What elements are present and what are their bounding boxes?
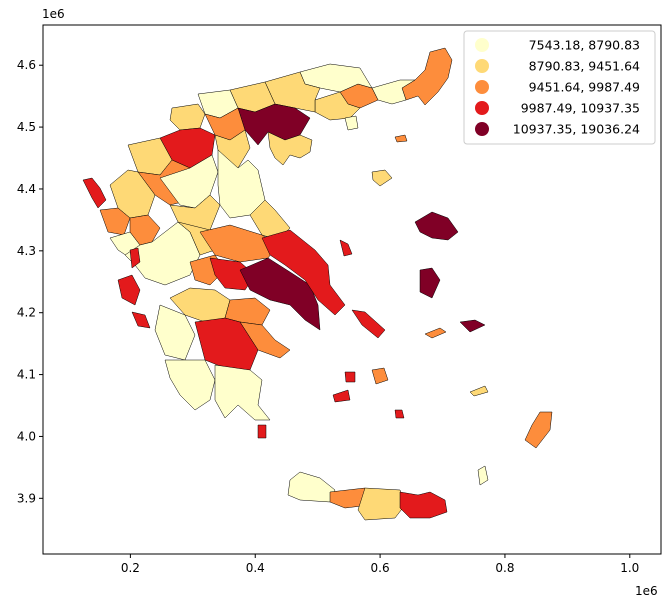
y-tick-label: 4.1 — [17, 368, 36, 382]
legend-label: 9987.49, 10937.35 — [521, 101, 640, 116]
y-tick-label: 4.4 — [17, 182, 36, 196]
map-regions — [82, 47, 553, 521]
x-axis: 0.2 0.4 0.6 0.8 1.0 — [121, 554, 639, 575]
island-ikaria — [424, 327, 447, 339]
island-rhodes — [524, 411, 553, 449]
legend-label: 7543.18, 8790.83 — [529, 38, 640, 53]
y-axis-exponent: 1e6 — [42, 7, 65, 21]
legend: 7543.18, 8790.83 8790.83, 9451.64 9451.64,… — [463, 30, 656, 145]
region-messinia — [164, 359, 216, 411]
legend-label: 8790.83, 9451.64 — [529, 59, 640, 74]
region-evros — [401, 47, 453, 106]
island-lefkada — [129, 247, 141, 269]
region-heraklion — [357, 487, 406, 521]
region-viotia — [209, 257, 256, 291]
island-paros — [344, 371, 356, 383]
region-kavala — [314, 91, 361, 121]
y-tick-label: 3.9 — [17, 491, 36, 505]
y-tick-label: 4.2 — [17, 306, 36, 320]
y-tick-label: 4.3 — [17, 244, 36, 258]
island-karpathos — [477, 465, 489, 486]
island-lesvos — [414, 211, 459, 241]
axes-frame — [42, 24, 662, 555]
island-andros — [351, 309, 386, 339]
island-aegina-group — [332, 389, 351, 403]
region-laconia — [214, 364, 271, 421]
region-thesprotia — [99, 207, 131, 236]
y-tick-label: 4.0 — [17, 429, 36, 443]
legend-marker — [475, 59, 489, 73]
y-tick-label: 4.5 — [17, 120, 36, 134]
x-tick-label: 0.8 — [495, 561, 514, 575]
legend-label: 9451.64, 9987.49 — [529, 80, 640, 95]
island-santorini — [394, 409, 405, 419]
region-florina — [169, 103, 206, 131]
legend-marker — [475, 101, 489, 115]
island-skyros — [339, 239, 353, 257]
x-axis-exponent: 1e6 — [635, 584, 658, 598]
legend-marker — [475, 122, 489, 136]
y-axis: 3.9 4.0 4.1 4.2 4.3 4.4 4.5 4.6 — [17, 58, 43, 505]
x-tick-label: 1.0 — [620, 561, 639, 575]
legend-marker — [475, 80, 489, 94]
island-chios — [419, 267, 441, 299]
legend-frame — [463, 30, 656, 145]
island-naxos — [371, 367, 389, 385]
region-evrytania — [177, 221, 216, 256]
region-rodopi — [371, 79, 416, 105]
region-trikala — [159, 154, 219, 209]
island-thasos — [344, 115, 359, 131]
region-chania — [287, 471, 336, 503]
region-lasithi — [399, 491, 448, 519]
region-evia — [261, 229, 346, 316]
legend-label: 10937.35, 19036.24 — [513, 122, 640, 137]
island-kythira — [257, 424, 267, 439]
x-tick-label: 0.2 — [121, 561, 140, 575]
x-tick-label: 0.4 — [246, 561, 265, 575]
region-arcadia — [194, 317, 259, 371]
island-samothraki — [394, 134, 408, 143]
island-kos — [469, 385, 489, 397]
region-attica — [239, 257, 321, 331]
island-zakynthos — [131, 311, 151, 329]
legend-marker — [475, 38, 489, 52]
island-samos — [459, 319, 486, 333]
island-corfu — [82, 177, 107, 209]
island-lemnos — [371, 169, 393, 187]
x-tick-label: 0.6 — [371, 561, 390, 575]
region-chalkidiki — [267, 131, 313, 166]
y-tick-label: 4.6 — [17, 58, 36, 72]
island-kefalonia — [117, 274, 141, 306]
